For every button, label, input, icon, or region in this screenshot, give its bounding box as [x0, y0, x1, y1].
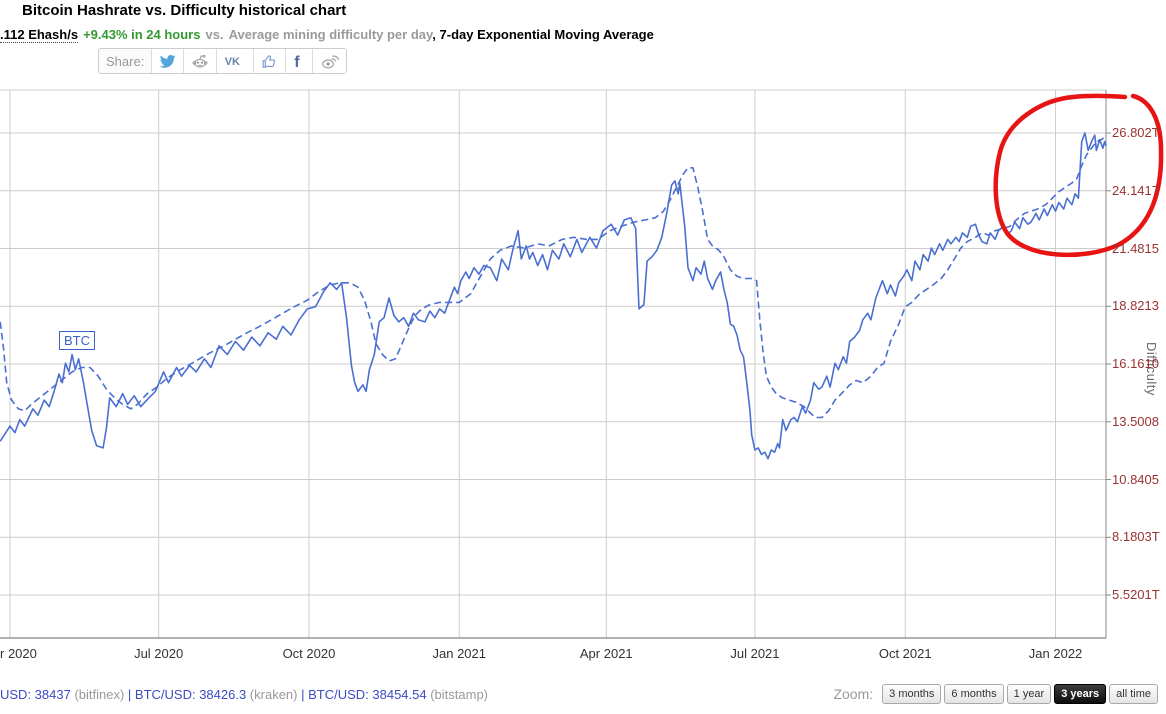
zoom-button-3-months[interactable]: 3 months — [882, 684, 942, 704]
zoom-label: Zoom: — [833, 686, 874, 702]
subtitle-vs-text: vs. — [205, 27, 224, 42]
x-axis-label: Jul 2020 — [134, 646, 184, 661]
x-axis-label: Jan 2021 — [432, 646, 487, 661]
page-title: Bitcoin Hashrate vs. Difficulty historic… — [22, 2, 347, 19]
price-ticker-exchange: (bitstamp) — [426, 687, 489, 702]
y-axis-label: 21.4815 — [1112, 240, 1159, 256]
hand-drawn-circle-annotation — [993, 93, 1164, 258]
price-ticker-exchange: (bitfinex) — [70, 687, 125, 702]
zoom-button-all-time[interactable]: all time — [1109, 684, 1158, 704]
svg-text:f: f — [295, 53, 301, 70]
ema-label: , 7-day Exponential Moving Average — [432, 27, 654, 42]
y-axis-label: 5.5201T — [1112, 587, 1160, 603]
price-ticker-exchange: (kraken) — [246, 687, 298, 702]
y-axis-label: 26.802T — [1112, 125, 1160, 140]
like-icon[interactable] — [253, 49, 286, 73]
ticker-separator: | — [297, 687, 309, 702]
vk-icon[interactable]: VK — [216, 49, 254, 73]
facebook-icon[interactable]: f — [285, 49, 313, 73]
y-axis-label: 24.1417 — [1112, 182, 1159, 198]
x-axis-label: Jul 2021 — [730, 646, 780, 661]
x-axis-label: r 2020 — [0, 646, 37, 661]
zoom-button-3-years[interactable]: 3 years — [1054, 684, 1107, 704]
y-axis-label: 16.1610 — [1112, 356, 1159, 372]
hashrate-value: .112 Ehash/s — [0, 27, 79, 43]
y-axis-label: 8.1803T — [1112, 529, 1160, 545]
price-ticker-link[interactable]: BTC/USD: 38426.3 — [134, 687, 247, 702]
btc-series-label[interactable]: BTC — [59, 331, 95, 350]
share-label: Share: — [106, 53, 145, 69]
y-axis-label: 13.5008 — [1112, 413, 1159, 429]
y-axis-label: 18.8213 — [1112, 298, 1159, 314]
zoom-button-1-year[interactable]: 1 year — [1006, 684, 1052, 704]
difficulty-series-label: Average mining difficulty per day — [228, 27, 433, 42]
ticker-separator: | — [124, 687, 135, 702]
share-bar: Share: VK f — [98, 48, 348, 74]
x-axis-label: Apr 2021 — [579, 646, 633, 661]
price-ticker-link[interactable]: BTC/USD: 38454.54 — [308, 687, 427, 702]
svg-text:VK: VK — [225, 56, 240, 68]
x-axis-label: Oct 2020 — [282, 646, 336, 661]
zoom-control: Zoom: 3 months 6 months 1 year 3 years all t… — [833, 684, 1158, 704]
price-ticker-link[interactable]: USD: 38437 — [0, 687, 71, 702]
reddit-icon[interactable] — [183, 49, 217, 73]
x-axis-label: Jan 2022 — [1028, 646, 1083, 661]
hashrate-line — [0, 132, 1107, 460]
zoom-button-6-months[interactable]: 6 months — [944, 684, 1004, 704]
twitter-icon[interactable] — [151, 49, 184, 73]
chart-subtitle: .112 Ehash/s +9.43% in 24 hours vs. Average… — [0, 27, 654, 43]
weibo-icon[interactable] — [312, 49, 347, 73]
price-ticker-bar: USD: 38437 (bitfinex) | BTC/USD: 38426.3… — [0, 687, 488, 702]
x-axis-label: Oct 2021 — [878, 646, 932, 661]
y-axis-label: 10.8405 — [1112, 471, 1159, 487]
difficulty-axis-title: Difficulty — [1144, 342, 1159, 396]
difficulty-line — [0, 136, 1107, 419]
hashrate-24h-change: +9.43% in 24 hours — [83, 27, 201, 42]
